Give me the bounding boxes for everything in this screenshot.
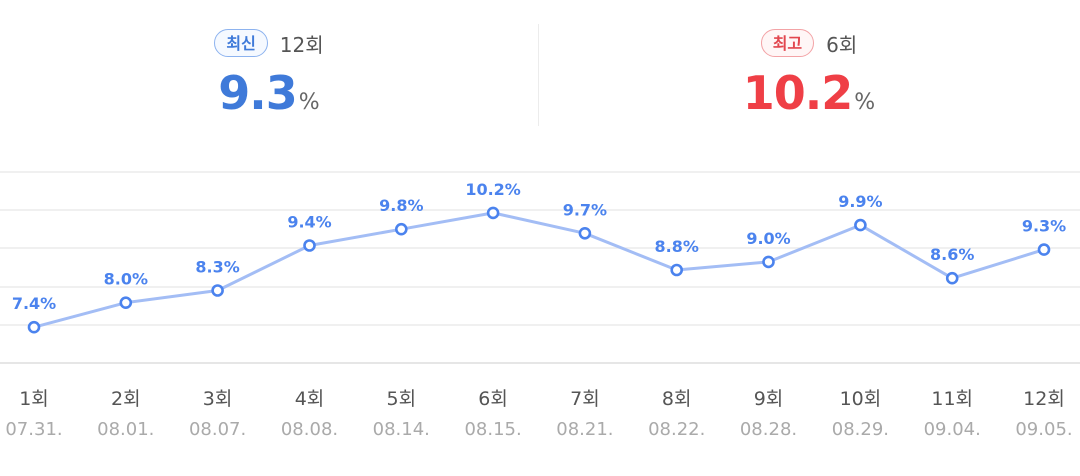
x-tick-label-5: 5회 [387,388,417,410]
x-date-label-2: 08.01. [97,419,154,440]
data-label-12: 9.3% [1022,217,1066,236]
latest-rating-header: 최신 12회 [0,26,538,60]
x-tick-label-8: 8회 [662,388,692,410]
chart-x-axis: 1회 07.31. 2회 08.01. 3회 08.07. 4회 08.08. 5회 08.14.… [5,388,1072,440]
data-point-8 [670,263,684,277]
data-point-11 [945,271,959,285]
best-value-unit: % [854,90,876,115]
chart-points [27,206,1051,334]
best-rating: 최고 6회 10.2% [540,26,1078,121]
latest-rating: 최신 12회 9.3% [0,26,538,121]
best-value: 10.2% [540,65,1078,121]
data-point-4 [303,239,316,252]
data-point-5 [394,222,408,236]
x-tick-label-9: 9회 [754,388,784,410]
chart-data-labels: 7.4% 8.0% 8.3% 9.4% 9.8% 10.2% 9.7% 8.8% 9.0% 9.9… [12,180,1066,313]
data-point-6 [486,206,500,220]
data-label-6: 10.2% [465,180,521,199]
x-tick-label-2: 2회 [111,388,141,410]
x-date-label-4: 08.08. [281,419,338,440]
data-label-3: 8.3% [195,258,239,277]
data-point-1 [27,320,41,334]
best-value-number: 10.2 [742,66,853,120]
data-point-12 [1037,243,1051,256]
x-date-label-7: 08.21. [556,419,613,440]
data-point-9 [762,255,775,269]
data-point-10 [854,218,867,232]
rating-line-chart: 7.4% 8.0% 8.3% 9.4% 9.8% 10.2% 9.7% 8.8% 9.0% 9.9… [0,171,1080,440]
data-point-3 [211,284,224,297]
x-tick-label-7: 7회 [570,388,600,410]
x-tick-label-4: 4회 [295,388,325,410]
data-label-1: 7.4% [12,294,56,313]
x-tick-label-11: 11회 [931,388,973,410]
best-badge: 최고 [760,29,815,57]
data-point-7 [578,227,592,240]
data-point-2 [119,296,133,309]
rating-summary: 최신 12회 9.3% 최고 6회 10.2% [0,0,1080,130]
summary-divider [538,24,539,126]
x-date-label-6: 08.15. [464,419,521,440]
x-date-label-3: 08.07. [189,419,246,440]
x-date-label-8: 08.22. [648,419,705,440]
x-date-label-10: 08.29. [832,419,889,440]
x-date-label-9: 08.28. [740,419,797,440]
x-date-label-1: 07.31. [5,419,62,440]
x-tick-label-3: 3회 [203,388,233,410]
data-label-7: 9.7% [563,200,607,219]
data-label-4: 9.4% [287,213,331,232]
latest-episode: 12회 [279,32,324,57]
best-episode: 6회 [826,32,858,57]
data-label-10: 9.9% [838,192,882,211]
data-label-8: 8.8% [655,237,699,256]
data-label-11: 8.6% [930,245,974,264]
x-tick-label-6: 6회 [478,388,508,410]
x-tick-label-10: 10회 [840,388,882,410]
latest-value-unit: % [298,90,320,115]
latest-value: 9.3% [0,65,538,121]
data-label-2: 8.0% [104,270,148,289]
x-tick-label-12: 12회 [1023,388,1065,410]
chart-grid [0,171,1080,364]
chart-series [33,211,1045,329]
latest-badge: 최신 [214,29,268,57]
data-label-9: 9.0% [746,229,790,248]
x-date-label-12: 09.05. [1015,419,1072,440]
latest-value-number: 9.3 [218,66,297,120]
data-label-5: 9.8% [379,196,423,215]
x-tick-label-1: 1회 [19,388,49,410]
best-rating-header: 최고 6회 [540,26,1078,60]
rating-series-line [33,211,1045,329]
x-date-label-5: 08.14. [373,419,430,440]
x-date-label-11: 09.04. [924,419,981,440]
